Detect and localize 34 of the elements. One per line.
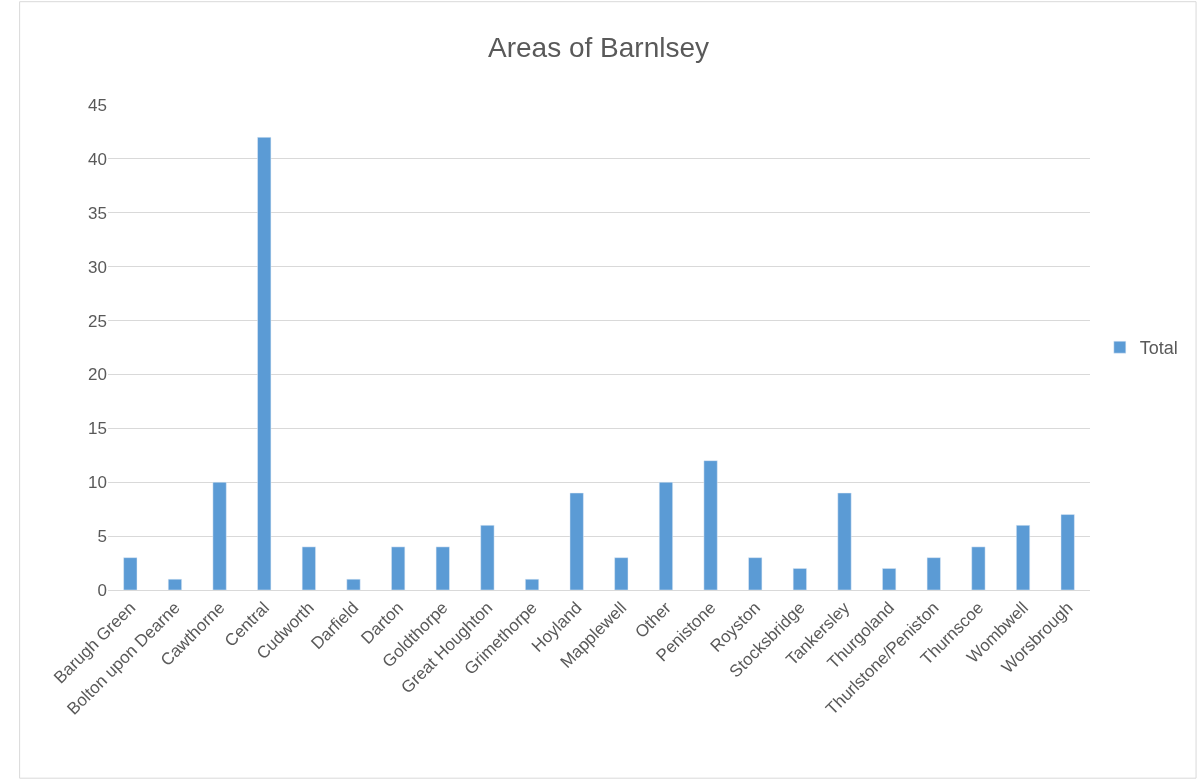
y-tick-label: 0 (97, 580, 107, 600)
bar (971, 546, 986, 590)
bar (926, 557, 941, 590)
bar (837, 492, 852, 590)
bar (569, 492, 584, 590)
bar (748, 557, 763, 590)
bar (614, 557, 629, 590)
bar (792, 568, 807, 590)
bar (480, 525, 495, 590)
bar (212, 481, 227, 590)
bar (168, 578, 182, 590)
y-tick-label: 30 (88, 257, 107, 277)
y-tick-label: 35 (88, 203, 107, 223)
bar (301, 546, 316, 590)
legend-label: Total (1139, 338, 1178, 359)
bar (882, 568, 897, 590)
bar (1060, 514, 1075, 590)
bar (525, 578, 539, 590)
y-tick-label: 25 (88, 311, 107, 331)
y-tick-label: 15 (88, 419, 107, 439)
bar (1016, 525, 1030, 590)
y-tick-label: 40 (88, 149, 107, 169)
bar (257, 137, 272, 590)
bar (346, 578, 361, 590)
bar (659, 481, 673, 590)
bar (391, 546, 406, 590)
y-tick-label: 10 (88, 473, 107, 493)
y-tick-label: 45 (88, 95, 107, 115)
bar (435, 546, 450, 590)
bar (703, 460, 718, 590)
y-tick-label: 20 (88, 365, 107, 385)
y-tick-label: 5 (97, 527, 107, 547)
chart-title: Areas of Barnlsey (488, 31, 709, 63)
bar (123, 557, 138, 590)
